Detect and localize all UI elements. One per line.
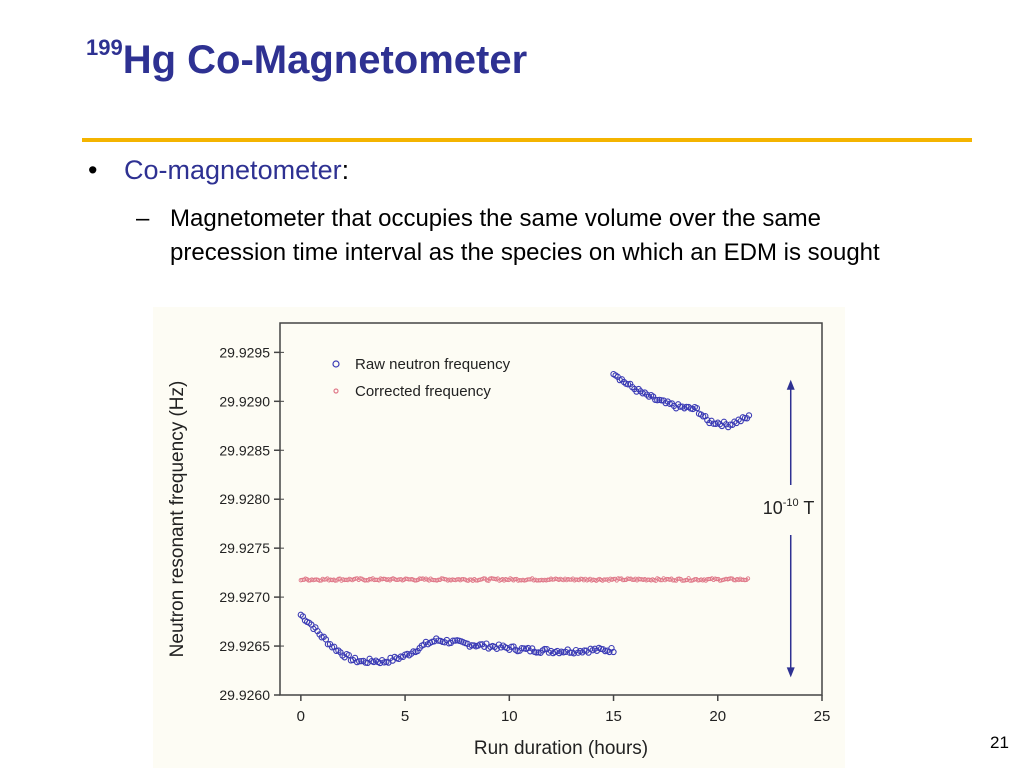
bullet-term: Co-magnetometer [124, 155, 342, 185]
y-tick-label: 29.9295 [219, 344, 270, 360]
raw-point [693, 404, 701, 412]
annotation-label: 10-10 T [763, 497, 815, 518]
raw-point [518, 645, 525, 652]
raw-point [449, 637, 457, 644]
sub-bullet-text: Magnetometer that occupies the same volu… [170, 205, 880, 266]
chart-svg: 29.9260 29.9265 29.9270 29.9275 29.9280 29.92… [167, 322, 831, 759]
legend-marker [333, 388, 339, 394]
x-tick-label: 20 [709, 708, 726, 725]
title-text: Hg Co-Magnetometer [122, 38, 528, 82]
y-axis-label: Neutron resonant frequency (Hz) [167, 381, 188, 658]
legend-marker [332, 360, 340, 368]
x-tick-label: 25 [814, 708, 831, 725]
raw-point [566, 649, 573, 656]
bullet-marker: • [88, 155, 98, 185]
y-tick-label: 29.9275 [219, 540, 270, 556]
x-tick-label: 15 [605, 708, 622, 725]
corrected-point [658, 577, 663, 583]
y-tick-label: 29.9280 [219, 491, 270, 507]
arrow-head-up [786, 379, 795, 390]
bullet-level-1: • Co-magnetometer: [88, 155, 349, 186]
sub-bullet-marker: – [136, 205, 150, 232]
raw-point [727, 421, 734, 428]
raw-point [745, 412, 753, 419]
corrected-point [317, 578, 322, 583]
corrected-point [333, 578, 338, 583]
slide-title: 199Hg Co-Magnetometer [86, 34, 528, 83]
y-tick-label: 29.9270 [219, 589, 270, 605]
legend-label: Corrected frequency [355, 383, 491, 400]
raw-point [710, 420, 717, 427]
bullet-colon: : [341, 155, 350, 185]
raw-point [324, 641, 332, 648]
title-superscript: 199 [86, 34, 123, 60]
raw-point [345, 651, 352, 659]
x-axis-label: Run duration (hours) [474, 738, 648, 759]
raw-point [468, 642, 475, 649]
corrected-point [745, 576, 751, 581]
y-tick-label: 29.9265 [219, 638, 270, 654]
arrow-head-down [786, 667, 795, 678]
raw-point [356, 658, 363, 665]
frequency-chart: 29.9260 29.9265 29.9270 29.9275 29.9280 29.92… [153, 307, 845, 768]
y-tick-label: 29.9285 [219, 442, 270, 458]
y-tick-label: 29.9260 [219, 687, 270, 703]
legend-label: Raw neutron frequency [355, 356, 511, 373]
raw-point [610, 648, 617, 656]
x-tick-label: 0 [297, 708, 305, 725]
plot-frame [279, 322, 823, 696]
x-tick-label: 5 [401, 708, 409, 725]
raw-point [658, 397, 665, 404]
x-tick-label: 10 [501, 708, 518, 725]
raw-point [541, 645, 548, 653]
raw-point [337, 649, 344, 656]
page-number: 21 [990, 733, 1009, 752]
title-divider [82, 138, 972, 142]
y-tick-label: 29.9290 [219, 393, 270, 409]
raw-point [533, 649, 540, 656]
corrected-point [728, 576, 733, 581]
